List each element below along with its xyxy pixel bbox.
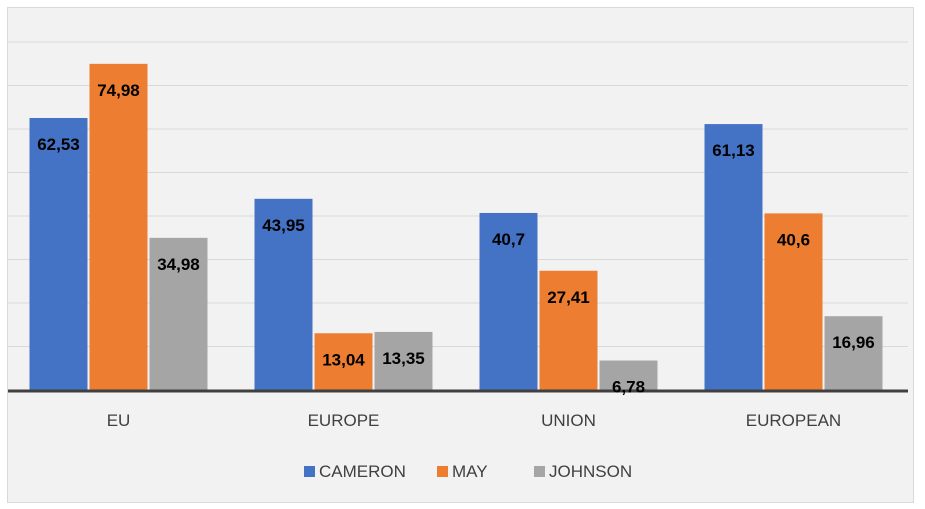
bar-cameron-union (479, 212, 538, 390)
data-label: 34,98 (157, 255, 200, 274)
data-labels: 62,53 74,98 34,98 43,95 13,04 13,35 40,7 27,41 6… (37, 81, 875, 397)
bar-cameron-europe (254, 198, 313, 390)
category-label: UNION (541, 411, 596, 430)
bar-cameron-european (704, 124, 763, 390)
bar-may-union (539, 270, 598, 390)
chart-area: EU EUROPE UNION EUROPEAN 62,53 74,98 34,98 43,… (7, 7, 914, 503)
bars (29, 63, 883, 390)
legend-swatch-may (437, 466, 448, 477)
data-label: 40,7 (492, 230, 525, 249)
bar-johnson-eu (149, 237, 208, 390)
bar-johnson-union (599, 360, 658, 390)
legend-label-johnson: JOHNSON (549, 462, 632, 481)
data-label: 6,78 (612, 378, 645, 397)
bar-cameron-eu (29, 117, 88, 390)
data-label: 13,35 (382, 349, 425, 368)
legend-label-cameron: CAMERON (319, 462, 406, 481)
data-label: 61,13 (712, 141, 755, 160)
data-label: 62,53 (37, 135, 80, 154)
category-label: EUROPE (308, 411, 380, 430)
data-label: 43,95 (262, 216, 305, 235)
legend-swatch-cameron (304, 466, 315, 477)
bar-chart: EU EUROPE UNION EUROPEAN 62,53 74,98 34,98 43,… (8, 41, 908, 481)
bar-may-european (764, 213, 823, 390)
data-label: 13,04 (322, 350, 365, 369)
category-label: EU (107, 411, 131, 430)
legend-label-may: MAY (452, 462, 488, 481)
bar-johnson-europe (374, 331, 433, 390)
bar-johnson-european (824, 316, 883, 390)
data-label: 40,6 (777, 230, 810, 249)
data-label: 27,41 (547, 288, 590, 307)
category-label: EUROPEAN (746, 411, 841, 430)
bar-may-europe (314, 333, 373, 390)
legend-swatch-johnson (534, 466, 545, 477)
legend: CAMERON MAY JOHNSON (304, 462, 632, 481)
category-labels: EU EUROPE UNION EUROPEAN (107, 411, 842, 430)
data-label: 74,98 (97, 81, 140, 100)
data-label: 16,96 (832, 333, 875, 352)
bar-may-eu (89, 63, 148, 390)
